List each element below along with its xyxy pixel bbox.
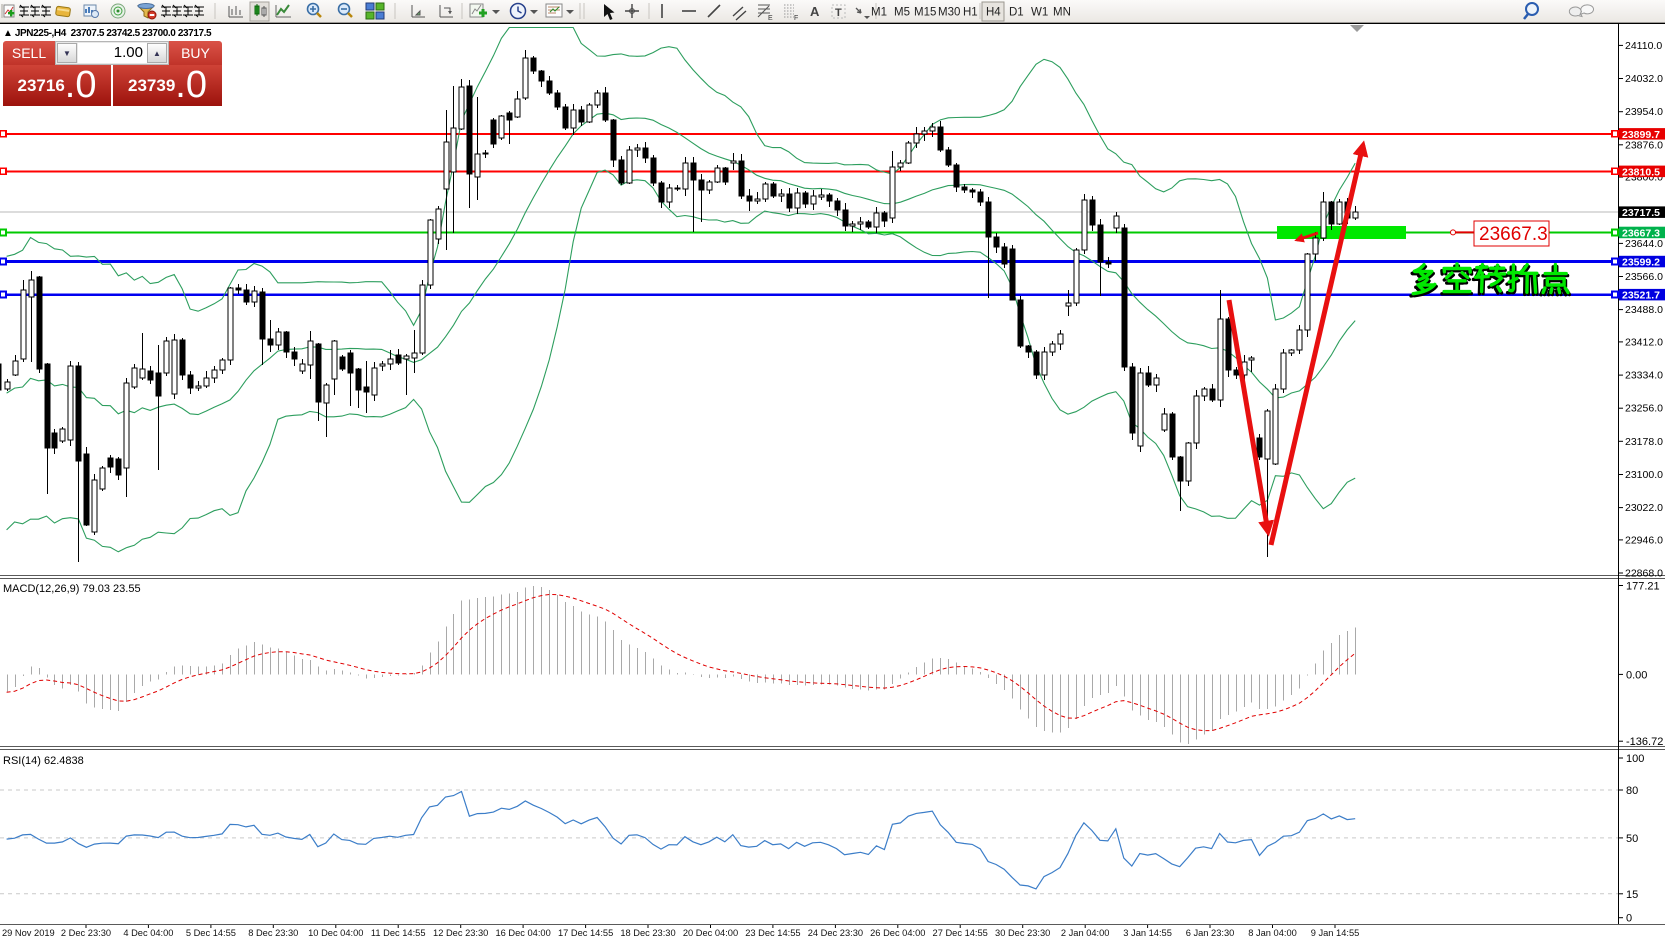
svg-text:22946.0: 22946.0: [1625, 534, 1663, 546]
svg-text:23100.0: 23100.0: [1625, 469, 1663, 481]
svg-text:24 Dec 23:30: 24 Dec 23:30: [808, 928, 863, 938]
svg-text:23954.0: 23954.0: [1625, 106, 1663, 118]
svg-text:23022.0: 23022.0: [1625, 502, 1663, 514]
svg-text:W1: W1: [1031, 7, 1048, 19]
svg-text:23488.0: 23488.0: [1625, 304, 1663, 316]
svg-text:18 Dec 23:30: 18 Dec 23:30: [620, 928, 675, 938]
svg-text:23412.0: 23412.0: [1625, 336, 1663, 348]
svg-text:8 Dec 23:30: 8 Dec 23:30: [248, 928, 298, 938]
svg-text:23521.7: 23521.7: [1622, 290, 1660, 302]
svg-text:23334.0: 23334.0: [1625, 370, 1663, 382]
svg-text:M15: M15: [914, 7, 936, 19]
svg-text:E: E: [768, 15, 773, 22]
svg-text:23899.7: 23899.7: [1622, 129, 1660, 141]
svg-text:6 Jan 23:30: 6 Jan 23:30: [1186, 928, 1235, 938]
svg-text:100: 100: [1626, 753, 1644, 765]
svg-text:0.00: 0.00: [1626, 669, 1647, 681]
svg-text:30 Dec 23:30: 30 Dec 23:30: [995, 928, 1050, 938]
svg-text:0: 0: [1626, 913, 1632, 925]
svg-text:27 Dec 14:55: 27 Dec 14:55: [933, 928, 988, 938]
svg-text:22868.0: 22868.0: [1625, 568, 1663, 580]
svg-text:50: 50: [1626, 833, 1638, 845]
svg-text:17 Dec 14:55: 17 Dec 14:55: [558, 928, 613, 938]
svg-text:23876.0: 23876.0: [1625, 139, 1663, 151]
svg-text:8 Jan 04:00: 8 Jan 04:00: [1248, 928, 1297, 938]
svg-text:M5: M5: [894, 7, 910, 19]
svg-text:F: F: [794, 15, 798, 22]
svg-text:20 Dec 04:00: 20 Dec 04:00: [683, 928, 738, 938]
svg-text:23566.0: 23566.0: [1625, 271, 1663, 283]
svg-text:23644.0: 23644.0: [1625, 238, 1663, 250]
svg-text:26 Dec 04:00: 26 Dec 04:00: [870, 928, 925, 938]
svg-text:MACD(12,26,9) 79.03 23.55: MACD(12,26,9) 79.03 23.55: [3, 583, 141, 595]
svg-text:3 Jan 14:55: 3 Jan 14:55: [1123, 928, 1172, 938]
svg-text:H4: H4: [986, 7, 1001, 19]
svg-text:23810.5: 23810.5: [1622, 166, 1660, 178]
svg-text:177.21: 177.21: [1626, 581, 1660, 593]
svg-text:23667.3: 23667.3: [1479, 224, 1548, 245]
svg-text:RSI(14) 62.4838: RSI(14) 62.4838: [3, 755, 84, 767]
svg-text:10 Dec 04:00: 10 Dec 04:00: [308, 928, 363, 938]
svg-text:T: T: [835, 7, 842, 19]
svg-text:12 Dec 23:30: 12 Dec 23:30: [433, 928, 488, 938]
svg-text:M1: M1: [871, 7, 887, 19]
svg-text:80: 80: [1626, 785, 1638, 797]
svg-text:MN: MN: [1053, 7, 1071, 19]
svg-text:24110.0: 24110.0: [1625, 40, 1662, 52]
svg-text:M30: M30: [938, 7, 960, 19]
svg-text:16 Dec 04:00: 16 Dec 04:00: [495, 928, 550, 938]
svg-text:A: A: [810, 4, 820, 19]
svg-text:11 Dec 14:55: 11 Dec 14:55: [371, 928, 426, 938]
svg-text:15: 15: [1626, 889, 1638, 901]
svg-text:H1: H1: [963, 7, 978, 19]
svg-text:29 Nov 2019: 29 Nov 2019: [2, 928, 55, 938]
svg-text:-136.72: -136.72: [1626, 736, 1663, 748]
svg-text:2 Dec 23:30: 2 Dec 23:30: [61, 928, 111, 938]
svg-text:23178.0: 23178.0: [1625, 436, 1663, 448]
svg-text:4 Dec 04:00: 4 Dec 04:00: [123, 928, 173, 938]
svg-text:23256.0: 23256.0: [1625, 403, 1663, 415]
svg-text:23 Dec 14:55: 23 Dec 14:55: [745, 928, 800, 938]
svg-text:24032.0: 24032.0: [1625, 73, 1663, 85]
svg-text:9 Jan 14:55: 9 Jan 14:55: [1311, 928, 1360, 938]
svg-text:23667.3: 23667.3: [1622, 227, 1660, 239]
svg-text:D1: D1: [1009, 7, 1024, 19]
svg-text:23717.5: 23717.5: [1622, 207, 1660, 219]
svg-text:5 Dec 14:55: 5 Dec 14:55: [186, 928, 236, 938]
svg-text:23599.2: 23599.2: [1622, 257, 1660, 269]
svg-text:2 Jan 04:00: 2 Jan 04:00: [1061, 928, 1110, 938]
